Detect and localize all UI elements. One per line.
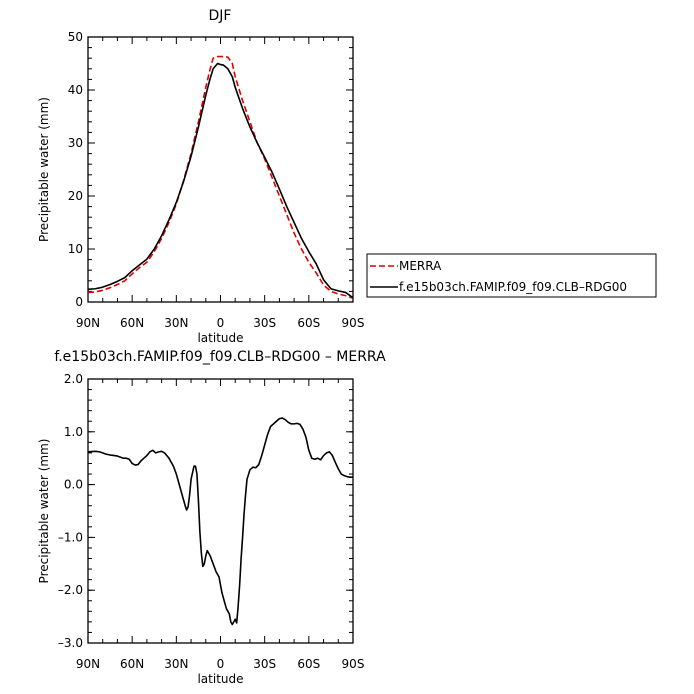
x-axis-label: latitude: [197, 331, 243, 345]
y-tick-label: –1.0: [58, 530, 83, 544]
y-tick-label: 20: [68, 189, 83, 203]
y-tick-label: –3.0: [58, 636, 83, 650]
y-tick-label: 10: [68, 242, 83, 256]
series-line-1: [87, 62, 354, 299]
x-axis-label: latitude: [197, 672, 243, 686]
x-tick-label: 90S: [342, 657, 365, 671]
x-tick-label: 30S: [253, 316, 276, 330]
y-tick-label: 40: [68, 83, 83, 97]
x-tick-label: 0: [217, 316, 225, 330]
y-tick-label: 50: [68, 30, 83, 44]
x-tick-label: 60S: [297, 316, 320, 330]
x-tick-label: 0: [217, 657, 225, 671]
y-tick-label: 1.0: [64, 425, 83, 439]
x-tick-label: 90S: [342, 316, 365, 330]
x-tick-label: 60S: [297, 657, 320, 671]
x-tick-label: 60N: [120, 316, 144, 330]
x-tick-label: 30S: [253, 657, 276, 671]
x-tick-label: 30N: [164, 657, 188, 671]
y-axis-label: Precipitable water (mm): [37, 439, 51, 584]
chart-title: DJF: [209, 8, 232, 24]
plot-frame: [87, 36, 354, 303]
plot-frame: [87, 378, 354, 644]
series-line-0: [87, 55, 354, 300]
panel-top-djf: DJF 90N 60N 30N 0 30S 60S 90S 0 10 20 30 40 50 latitud…: [37, 8, 364, 345]
x-tick-label: 30N: [164, 316, 188, 330]
legend-entry-1: f.e15b03ch.FAMIP.f09_f09.CLB–RDG00: [399, 280, 627, 294]
x-tick-label: 60N: [120, 657, 144, 671]
series-line-0: [87, 417, 353, 626]
y-tick-label: 0.0: [64, 478, 83, 492]
y-axis-label: Precipitable water (mm): [37, 97, 51, 242]
x-tick-label: 90N: [76, 316, 100, 330]
y-tick-label: 30: [68, 136, 83, 150]
legend: MERRA f.e15b03ch.FAMIP.f09_f09.CLB–RDG00: [366, 253, 657, 298]
y-tick-label: 2.0: [64, 372, 83, 386]
legend-box: [366, 253, 657, 298]
x-tick-label: 90N: [76, 657, 100, 671]
panel-bottom-difference: f.e15b03ch.FAMIP.f09_f09.CLB–RDG00 – MER…: [37, 349, 386, 686]
y-tick-label: –2.0: [58, 583, 83, 597]
legend-entry-0: MERRA: [399, 259, 442, 273]
y-tick-label: 0: [75, 295, 83, 309]
chart-title: f.e15b03ch.FAMIP.f09_f09.CLB–RDG00 – MER…: [54, 349, 386, 365]
